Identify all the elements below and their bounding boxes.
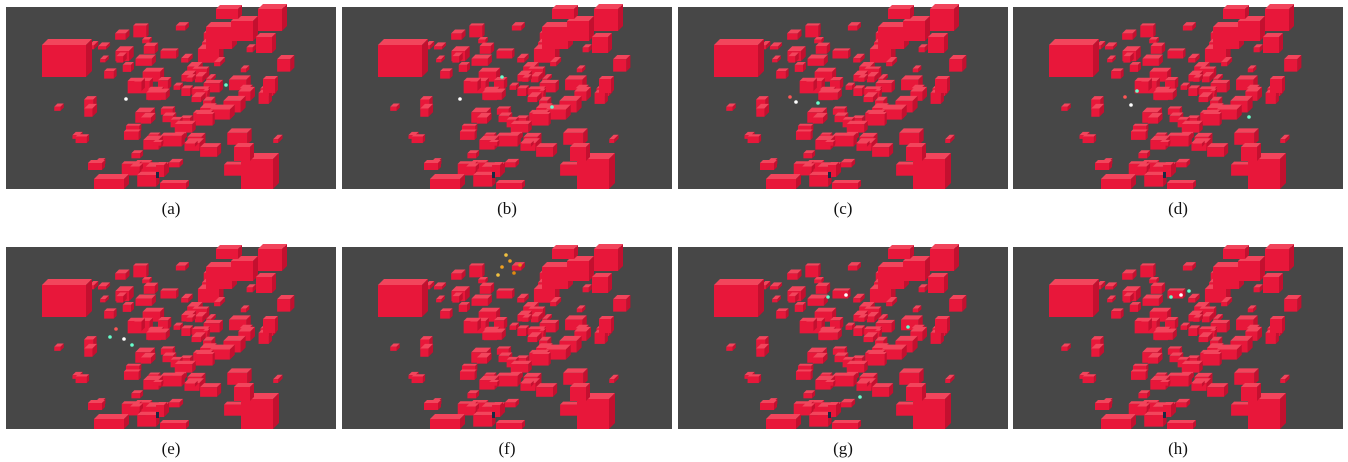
panel-image: [678, 4, 1008, 189]
marker: [1123, 95, 1127, 99]
panel-image: [342, 244, 672, 429]
marker: [114, 327, 118, 331]
panel: [342, 244, 672, 429]
panel-image: [6, 244, 336, 429]
figure: (a) (b) (c) (d) (e) (f) (g) (h): [0, 0, 1348, 462]
marker: [508, 259, 512, 263]
panel: [342, 4, 672, 189]
marker: [504, 253, 508, 257]
panel: [678, 244, 1008, 429]
panel-image: [678, 244, 1008, 429]
panel-image: [1013, 244, 1343, 429]
marker: [518, 263, 522, 267]
panel: [6, 4, 336, 189]
marker: [1247, 115, 1251, 119]
panel-caption: (h): [1168, 439, 1188, 458]
marker: [1129, 103, 1133, 107]
marker: [500, 265, 504, 269]
marker: [122, 337, 126, 341]
panel-caption: (e): [162, 439, 181, 458]
panel: [1013, 244, 1343, 429]
marker: [1187, 289, 1191, 293]
marker: [1135, 89, 1139, 93]
marker: [108, 335, 112, 339]
marker: [906, 325, 910, 329]
panel-caption: (g): [833, 439, 853, 458]
panel-image: [342, 4, 672, 189]
panel-image: [6, 4, 336, 189]
marker: [826, 295, 830, 299]
panel: [6, 244, 336, 429]
panel-caption: (b): [497, 199, 517, 218]
marker: [1179, 293, 1183, 297]
marker: [496, 273, 500, 277]
panel: [678, 4, 1008, 189]
panel-caption: (f): [499, 439, 516, 458]
marker: [550, 105, 554, 109]
panel-caption: (c): [834, 199, 853, 218]
panel-image: [1013, 4, 1343, 189]
marker: [124, 97, 128, 101]
marker: [130, 343, 134, 347]
marker: [788, 95, 792, 99]
marker: [458, 97, 462, 101]
marker: [858, 395, 862, 399]
panel-caption: (a): [162, 199, 181, 218]
marker: [224, 83, 228, 87]
marker: [1169, 295, 1173, 299]
marker: [512, 271, 516, 275]
marker: [844, 293, 848, 297]
marker: [816, 101, 820, 105]
page: {"figure": {"panels": [ {"caption": "(a)…: [0, 0, 1348, 462]
panel-caption: (d): [1168, 199, 1188, 218]
marker: [500, 75, 504, 79]
panel: [1013, 4, 1343, 189]
marker: [794, 100, 798, 104]
